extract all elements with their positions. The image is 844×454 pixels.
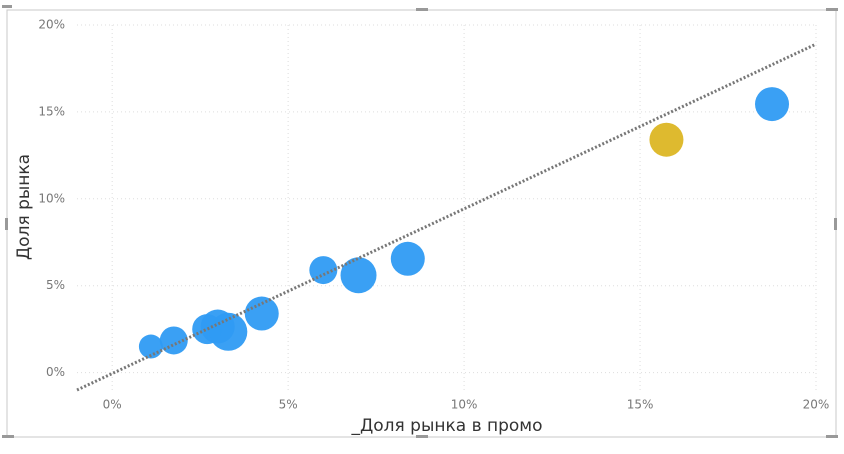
- resize-handle: [2, 5, 12, 8]
- resize-handle: [416, 8, 428, 11]
- x-tick-label: 15%: [627, 398, 654, 412]
- bubble: [244, 296, 279, 331]
- plot: [76, 42, 817, 392]
- bubble: [340, 257, 377, 294]
- y-tick-label: 20%: [38, 18, 65, 32]
- bubble: [649, 122, 684, 157]
- x-axis-title: _Доля рынка в промо: [350, 416, 542, 436]
- resize-handle: [826, 435, 838, 438]
- x-tick-label: 20%: [803, 398, 830, 412]
- bubble: [159, 326, 188, 355]
- bubble: [209, 312, 248, 351]
- trend-line: [76, 42, 817, 392]
- y-tick-label: 15%: [38, 104, 65, 118]
- x-tick-label: 5%: [279, 398, 298, 412]
- y-tick-label: 5%: [46, 278, 65, 292]
- x-tick-label: 10%: [451, 398, 478, 412]
- bubble: [390, 241, 425, 276]
- resize-handle: [826, 8, 838, 11]
- resize-handle: [5, 218, 8, 230]
- x-tick-label: 0%: [103, 398, 122, 412]
- bubble: [755, 87, 790, 122]
- y-tick-label: 0%: [46, 365, 65, 379]
- y-axis-title: Доля рынка: [14, 154, 34, 260]
- resize-handle: [2, 435, 14, 438]
- resize-handle: [834, 218, 837, 230]
- y-tick-label: 10%: [38, 191, 65, 205]
- resize-handle: [416, 435, 428, 438]
- grid: [77, 24, 817, 390]
